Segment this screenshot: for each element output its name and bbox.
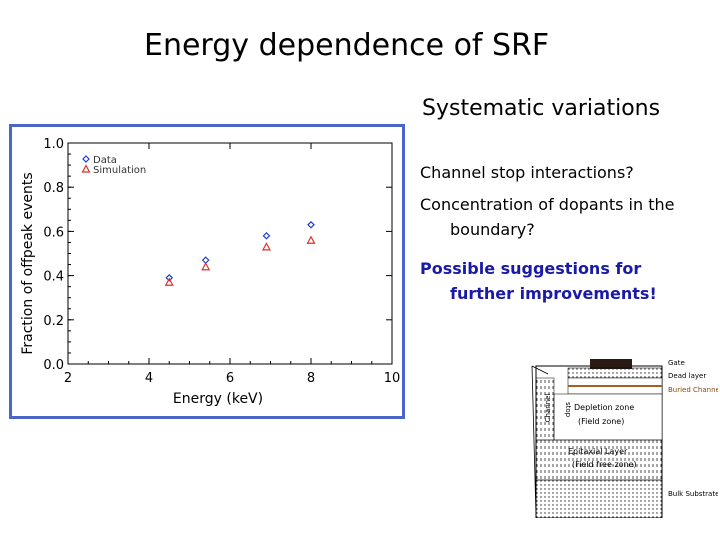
x-tick-label: 8 [307, 371, 315, 386]
x-axis-label: Energy (keV) [173, 391, 263, 407]
y-tick-label: 0.2 [43, 314, 64, 329]
x-tick-label: 2 [64, 371, 72, 386]
epitaxial-layer-label: Epitaxial Layer [568, 447, 628, 456]
suggestion-text: Possible suggestions for further improve… [420, 259, 657, 303]
stop-label: stop [564, 402, 572, 418]
legend-marker-simulation [81, 164, 91, 173]
ccd-layer-diagram: stop Channel Depletion zone (Field zone)… [528, 356, 720, 519]
y-tick-label: 0.8 [43, 181, 64, 196]
buried-channel-label: Buried Channel [668, 386, 718, 394]
y-axis-label: Fraction of offpeak events [20, 172, 36, 354]
epitaxial-layer-region [535, 439, 663, 481]
legend-marker-data [82, 155, 90, 163]
channel-label: Channel [544, 394, 552, 423]
dead-layer-label: Dead layer [668, 372, 706, 380]
legend-label-data: Data [93, 155, 117, 166]
x-tick-label: 4 [145, 371, 153, 386]
data-point [262, 231, 271, 240]
x-tick-label: 6 [226, 371, 234, 386]
simulation-point [201, 261, 211, 271]
data-point [165, 273, 174, 282]
legend-label-simulation: Simulation [93, 165, 146, 176]
chart-svg: 2 4 6 8 10 0.0 0.2 0.4 0.6 0.8 1.0 Energy (keV) Frac… [20, 137, 401, 407]
bullet-list: Channel stop interactions? Concentration… [420, 160, 710, 313]
simulation-point [261, 242, 271, 251]
simulation-point [306, 235, 316, 244]
data-point [307, 220, 315, 229]
depletion-zone-label: Depletion zone [574, 403, 634, 412]
dead-layer-region [567, 367, 663, 379]
gate-label: Gate [668, 359, 685, 367]
chart-frame: 2 4 6 8 10 0.0 0.2 0.4 0.6 0.8 1.0 Energy (keV) Frac… [9, 124, 405, 419]
y-tick-label: 0.4 [43, 270, 64, 285]
bulk-substrate-region [535, 479, 663, 519]
gate-electrode [590, 359, 632, 369]
field-free-zone-label: (Field free zone) [572, 460, 637, 469]
bullet-dopants: Concentration of dopants in the boundary… [420, 195, 675, 239]
simulation-point [164, 277, 174, 286]
y-tick-label: 0.0 [43, 358, 64, 373]
field-zone-label: (Field zone) [578, 417, 624, 426]
depletion-zone-region [553, 393, 663, 441]
slide-title: Energy dependence of SRF [144, 28, 550, 63]
bullet-channel-stop: Channel stop interactions? [420, 163, 634, 182]
x-tick-label: 10 [384, 371, 401, 386]
y-tick-label: 0.6 [43, 225, 64, 240]
ccd-diagram-svg: stop Channel Depletion zone (Field zone)… [531, 359, 720, 519]
systematics-heading: Systematic variations [422, 96, 661, 121]
y-tick-label: 1.0 [43, 137, 64, 152]
plot-area [67, 142, 393, 365]
bulk-substrate-label: Bulk Substrate [668, 490, 718, 498]
